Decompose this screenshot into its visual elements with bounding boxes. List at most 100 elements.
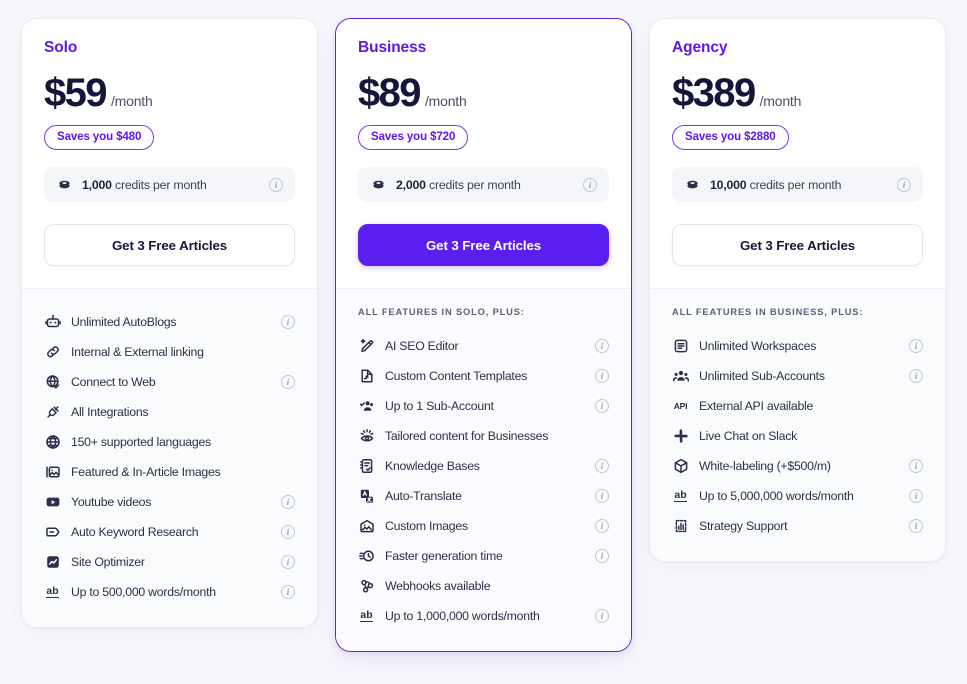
tag-icon — [44, 524, 61, 541]
feature-label: Up to 500,000 words/month — [71, 585, 216, 599]
plan-price-period: /month — [110, 93, 153, 109]
plan-card-solo: Solo $59 /month Saves you $480 1,000 cre… — [21, 18, 318, 628]
get-free-articles-button[interactable]: Get 3 Free Articles — [358, 224, 609, 266]
credits-amount: 2,000 — [396, 177, 426, 192]
coin-icon — [56, 176, 73, 193]
info-icon[interactable]: i — [909, 369, 923, 383]
feature-row: Auto-Translate i — [358, 481, 609, 511]
info-icon[interactable]: i — [897, 177, 911, 192]
feature-label: Webhooks available — [385, 579, 491, 593]
feature-row: Site Optimizer i — [44, 547, 295, 577]
info-icon[interactable]: i — [595, 339, 609, 353]
info-icon[interactable]: i — [595, 609, 609, 623]
strategy-icon — [672, 518, 689, 535]
feature-row: Featured & In-Article Images i — [44, 457, 295, 487]
plan-price: $59 — [44, 71, 108, 115]
savings-badge: Saves you $720 — [358, 125, 469, 150]
feature-row: Custom Images i — [358, 511, 609, 541]
feature-label: Internal & External linking — [71, 345, 204, 359]
ab-words-icon: ab — [674, 489, 687, 502]
feature-row: Unlimited Workspaces i — [672, 331, 923, 361]
image-icon — [44, 464, 61, 481]
feature-row: API External API available i — [672, 391, 923, 421]
feature-row: Webhooks available i — [358, 571, 609, 601]
workspace-icon — [672, 338, 689, 355]
feature-label: Custom Content Templates — [385, 369, 528, 383]
feature-label: Auto Keyword Research — [71, 525, 199, 539]
plan-card-agency: Agency $389 /month Saves you $2880 10,00… — [649, 18, 946, 562]
plan-features: Unlimited AutoBlogs i Internal & Externa… — [22, 288, 317, 627]
credits-suffix: credits per month — [749, 177, 842, 192]
features-heading: ALL FEATURES IN SOLO, PLUS: — [358, 307, 525, 317]
info-icon[interactable]: i — [595, 549, 609, 563]
info-icon[interactable]: i — [595, 369, 609, 383]
get-free-articles-button[interactable]: Get 3 Free Articles — [672, 224, 923, 266]
feature-row: ab Up to 500,000 words/month i — [44, 577, 295, 607]
info-icon[interactable]: i — [909, 459, 923, 473]
info-icon[interactable]: i — [595, 459, 609, 473]
feature-row: Strategy Support i — [672, 511, 923, 541]
feature-label: 150+ supported languages — [71, 435, 211, 449]
feature-label: All Integrations — [71, 405, 149, 419]
savings-badge: Saves you $2880 — [672, 125, 789, 150]
feature-label: Faster generation time — [385, 549, 503, 563]
get-free-articles-button[interactable]: Get 3 Free Articles — [44, 224, 295, 266]
plan-name: Agency — [672, 39, 728, 56]
webhook-icon — [358, 578, 375, 595]
feature-row: Connect to Web i — [44, 367, 295, 397]
feature-row: White-labeling (+$500/m) i — [672, 451, 923, 481]
plan-features: ALL FEATURES IN SOLO, PLUS: AI SEO Edito… — [336, 288, 631, 651]
template-icon — [358, 368, 375, 385]
feature-row: All Integrations i — [44, 397, 295, 427]
feature-row: 150+ supported languages i — [44, 427, 295, 457]
feature-row: Internal & External linking i — [44, 337, 295, 367]
info-icon[interactable]: i — [909, 519, 923, 533]
info-icon[interactable]: i — [583, 177, 597, 192]
ab-words-icon: ab — [46, 585, 59, 598]
feature-row: Unlimited AutoBlogs i — [44, 307, 295, 337]
credits-amount: 10,000 — [710, 177, 747, 192]
plan-name: Business — [358, 39, 427, 56]
feature-row: Knowledge Bases i — [358, 451, 609, 481]
feature-label: White-labeling (+$500/m) — [699, 459, 831, 473]
info-icon[interactable]: i — [595, 489, 609, 503]
plan-header: Business $89 /month Saves you $720 2,000… — [336, 19, 631, 288]
feature-label: Unlimited Sub-Accounts — [699, 369, 825, 383]
feature-label: External API available — [699, 399, 814, 413]
feature-label: Auto-Translate — [385, 489, 462, 503]
feature-label: Site Optimizer — [71, 555, 145, 569]
info-icon[interactable]: i — [909, 489, 923, 503]
feature-label: Knowledge Bases — [385, 459, 480, 473]
plan-price-row: $59 /month — [44, 73, 295, 113]
info-icon[interactable]: i — [281, 375, 295, 389]
plan-card-business: Business $89 /month Saves you $720 2,000… — [335, 18, 632, 652]
globe-icon — [44, 434, 61, 451]
feature-label: Unlimited AutoBlogs — [71, 315, 177, 329]
feature-label: Youtube videos — [71, 495, 152, 509]
globe-check-icon — [44, 374, 61, 391]
info-icon[interactable]: i — [281, 585, 295, 599]
plan-header: Agency $389 /month Saves you $2880 10,00… — [650, 19, 945, 288]
credits-row: 10,000 credits per month i — [672, 167, 923, 202]
info-icon[interactable]: i — [281, 495, 295, 509]
info-icon[interactable]: i — [909, 339, 923, 353]
feature-label: Up to 1,000,000 words/month — [385, 609, 540, 623]
magic-pen-icon — [358, 338, 375, 355]
api-icon: API — [673, 401, 688, 411]
credits-amount: 1,000 — [82, 177, 112, 192]
info-icon[interactable]: i — [595, 519, 609, 533]
info-icon[interactable]: i — [281, 315, 295, 329]
info-icon[interactable]: i — [595, 399, 609, 413]
knowledge-base-icon — [358, 458, 375, 475]
feature-row: Live Chat on Slack i — [672, 421, 923, 451]
credits-suffix: credits per month — [429, 177, 521, 192]
feature-row: ab Up to 5,000,000 words/month i — [672, 481, 923, 511]
info-icon[interactable]: i — [269, 177, 283, 192]
users-group-icon — [672, 368, 689, 385]
users-add-icon — [358, 398, 375, 415]
plan-price-period: /month — [424, 93, 467, 109]
info-icon[interactable]: i — [281, 525, 295, 539]
feature-row: Custom Content Templates i — [358, 361, 609, 391]
chart-square-icon — [44, 554, 61, 571]
info-icon[interactable]: i — [281, 555, 295, 569]
